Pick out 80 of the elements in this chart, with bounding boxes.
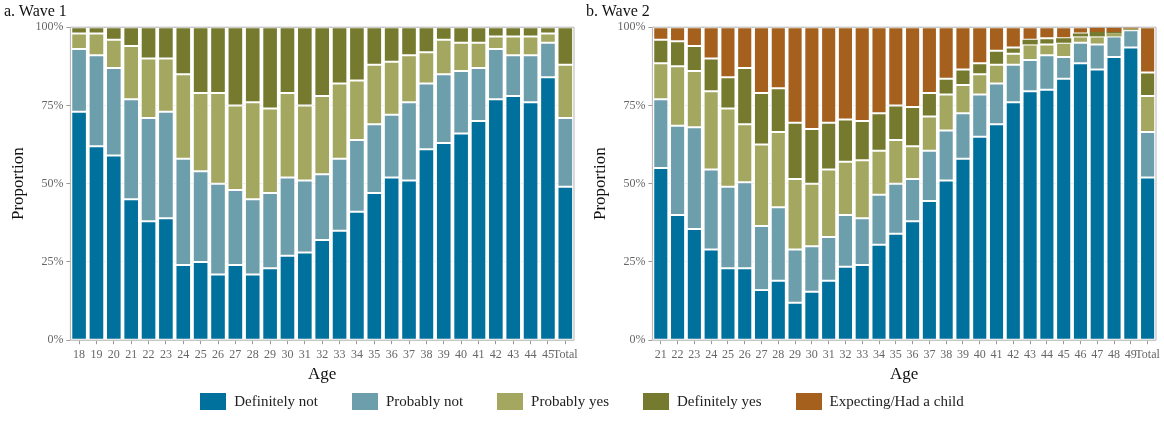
- x-tick-label: 35: [368, 346, 381, 361]
- x-tick-label: 41: [990, 346, 1003, 361]
- x-tick-label: 49: [1124, 346, 1137, 361]
- y-tick-label: 25%: [623, 254, 646, 269]
- x-tick-label: 44: [1040, 346, 1053, 361]
- x-tick-label: 36: [385, 346, 398, 361]
- legend-label: Expecting/Had a child: [829, 393, 964, 410]
- y-tick-label: 0%: [629, 332, 646, 347]
- x-axis-title: Age: [308, 364, 337, 384]
- y-tick-label: 100%: [35, 19, 64, 34]
- y-tick-label: 50%: [41, 175, 64, 190]
- chart-title: b. Wave 2: [586, 1, 650, 19]
- x-tick-label: 30: [281, 346, 294, 361]
- y-tick-label: 50%: [623, 175, 646, 190]
- x-tick-label: 21: [125, 346, 138, 361]
- x-tick-label: 23: [688, 346, 701, 361]
- x-tick-label: 32: [839, 346, 852, 361]
- x-tick-label: 35: [889, 346, 902, 361]
- x-tick-label: 34: [873, 346, 886, 361]
- x-tick-label: 48: [1108, 346, 1121, 361]
- x-tick-label: 23: [159, 346, 172, 361]
- y-tick-label: 75%: [623, 97, 646, 112]
- legend-label: Probably yes: [531, 393, 610, 410]
- x-tick-label: 28: [772, 346, 785, 361]
- x-tick-label: 33: [856, 346, 869, 361]
- y-tick-label: 75%: [41, 97, 64, 112]
- x-axis-title: Age: [890, 364, 919, 384]
- y-axis-title: Proportion: [7, 146, 27, 221]
- x-tick-label: 38: [940, 346, 953, 361]
- legend-label: Definitely not: [234, 393, 319, 410]
- x-tick-label: 43: [1024, 346, 1037, 361]
- x-tick-label: 47: [1091, 346, 1104, 361]
- x-tick-label: 45: [541, 346, 554, 361]
- x-tick-label: 19: [90, 346, 103, 361]
- x-tick-label: 34: [350, 346, 363, 361]
- x-tick-label: 18: [73, 346, 86, 361]
- x-tick-label: 46: [1074, 346, 1087, 361]
- x-tick-label: 26: [738, 346, 751, 361]
- x-tick-label: 40: [973, 346, 986, 361]
- x-tick-label: 32: [316, 346, 329, 361]
- x-tick-label: 39: [437, 346, 450, 361]
- x-tick-label: 31: [298, 346, 311, 361]
- y-tick-label: 25%: [41, 254, 64, 269]
- x-tick-label: 36: [906, 346, 919, 361]
- y-tick-label: 0%: [47, 332, 64, 347]
- y-tick-label: 100%: [617, 19, 646, 34]
- x-tick-label: 30: [805, 346, 818, 361]
- legend-label: Probably not: [386, 393, 464, 410]
- chart-title: a. Wave 1: [4, 1, 67, 19]
- x-tick-label: 29: [264, 346, 277, 361]
- x-tick-label: 26: [212, 346, 224, 361]
- x-tick-label: 43: [507, 346, 520, 361]
- x-tick-label: 37: [923, 346, 936, 361]
- x-tick-label: 29: [789, 346, 802, 361]
- x-tick-label: 28: [246, 346, 259, 361]
- x-tick-label: 24: [705, 346, 718, 361]
- legend-label: Definitely yes: [677, 393, 762, 410]
- x-tick-label: 25: [194, 346, 207, 361]
- x-tick-label: 21: [654, 346, 667, 361]
- x-tick-label: 33: [333, 346, 346, 361]
- x-tick-label: 44: [524, 346, 537, 361]
- x-tick-label: 42: [489, 346, 502, 361]
- x-tick-label: 31: [822, 346, 835, 361]
- x-tick-label: 39: [956, 346, 969, 361]
- x-tick-label: 24: [177, 346, 190, 361]
- x-tick-label: 45: [1057, 346, 1070, 361]
- x-tick-label: 27: [755, 346, 768, 361]
- x-tick-label: 27: [229, 346, 242, 361]
- x-tick-label: 42: [1007, 346, 1020, 361]
- x-tick-label: Total: [553, 346, 579, 361]
- x-tick-label: 25: [721, 346, 734, 361]
- x-tick-label: 22: [671, 346, 684, 361]
- x-tick-label: 22: [142, 346, 155, 361]
- x-tick-label: 41: [472, 346, 485, 361]
- y-axis-title: Proportion: [589, 146, 609, 221]
- x-tick-label: Total: [1135, 346, 1161, 361]
- x-tick-label: 38: [420, 346, 433, 361]
- x-tick-label: 40: [455, 346, 468, 361]
- x-tick-label: 20: [107, 346, 120, 361]
- x-tick-label: 37: [403, 346, 416, 361]
